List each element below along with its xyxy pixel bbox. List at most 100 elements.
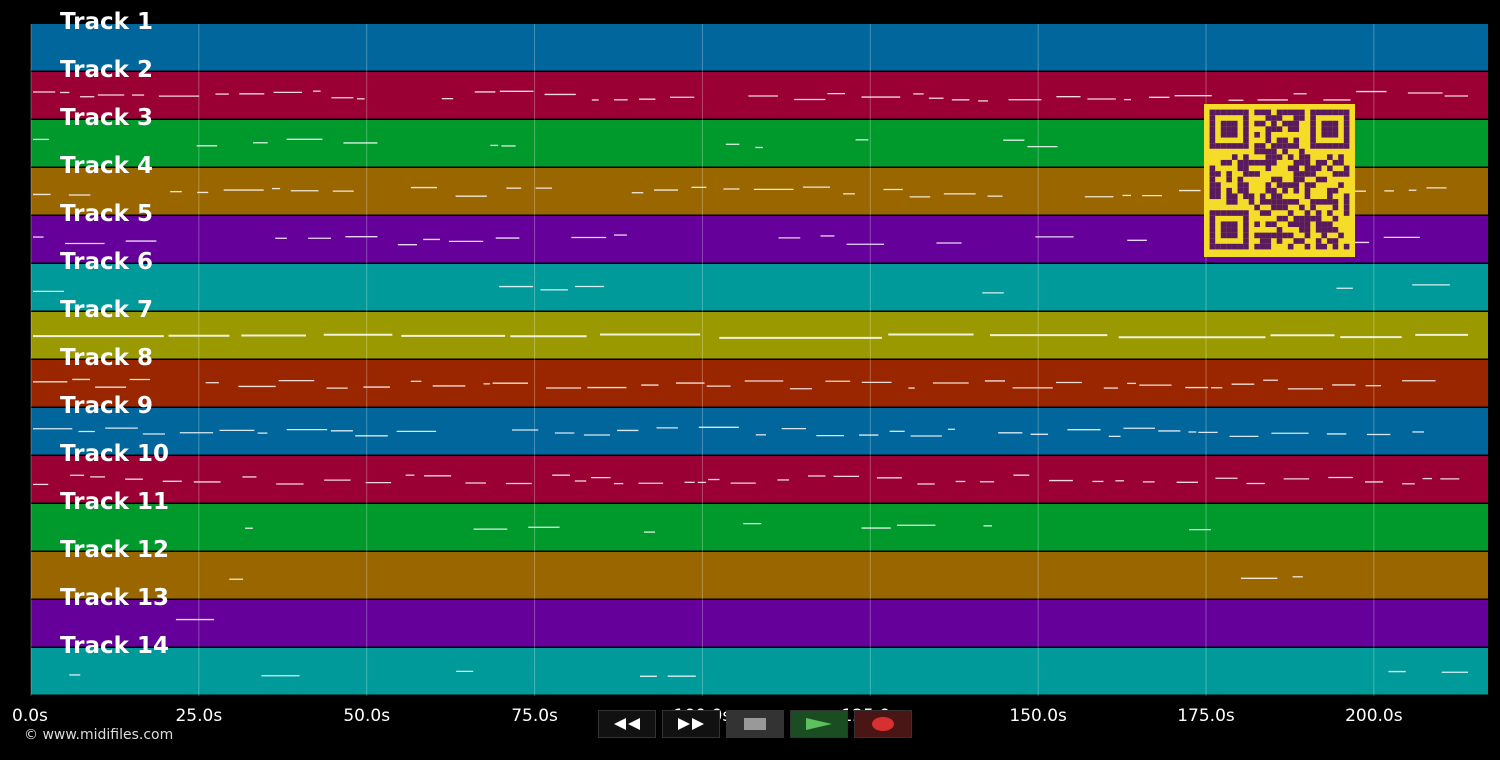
qr-module [1327, 187, 1333, 194]
qr-module [1271, 120, 1277, 127]
qr-module [1271, 232, 1277, 239]
qr-module [1215, 243, 1221, 250]
qr-module [1338, 154, 1344, 160]
qr-module [1226, 159, 1232, 166]
qr-module [1231, 120, 1238, 127]
qr-module [1265, 199, 1272, 205]
qr-module [1259, 238, 1266, 244]
track-label: Track 10 [60, 441, 169, 467]
qr-module [1282, 148, 1288, 155]
qr-module [1237, 243, 1244, 250]
stop-button[interactable] [726, 710, 784, 738]
qr-module [1327, 193, 1333, 200]
track-band [31, 24, 1488, 71]
qr-module [1215, 210, 1221, 216]
time-tick-label: 200.0s [1345, 706, 1403, 726]
qr-module [1315, 159, 1322, 166]
qr-module [1321, 243, 1328, 250]
track-label: Track 8 [60, 345, 153, 371]
qr-module [1226, 120, 1232, 127]
qr-module [1231, 143, 1238, 149]
track-label: Track 12 [60, 537, 169, 563]
qr-module [1327, 227, 1333, 233]
qr-module [1237, 143, 1244, 149]
qr-module [1226, 176, 1232, 183]
qr-module [1271, 176, 1277, 183]
qr-module [1299, 154, 1305, 160]
qr-module [1265, 221, 1272, 228]
qr-module [1315, 176, 1322, 183]
qr-module [1304, 171, 1311, 177]
qr-module [1282, 143, 1288, 149]
qr-module [1282, 182, 1288, 188]
qr-module [1332, 238, 1339, 244]
qr-module [1338, 143, 1344, 149]
qr-module [1310, 165, 1316, 172]
qr-module [1276, 238, 1283, 244]
qr-module [1254, 159, 1260, 166]
qr-module [1231, 131, 1238, 138]
qr-module [1271, 148, 1277, 155]
qr-module [1226, 243, 1232, 250]
qr-module [1282, 137, 1288, 144]
qr-module [1310, 126, 1316, 132]
qr-module [1271, 193, 1277, 200]
qr-module [1332, 215, 1339, 222]
qr-module [1209, 165, 1216, 172]
qr-module [1287, 221, 1294, 228]
qr-module [1271, 159, 1277, 166]
track-label: Track 5 [60, 201, 153, 227]
qr-module [1259, 199, 1266, 205]
qr-module [1231, 227, 1238, 233]
qr-module [1237, 165, 1244, 172]
note-layer [33, 90, 1468, 677]
qr-module [1265, 154, 1272, 160]
qr-module [1343, 243, 1350, 250]
qr-module [1215, 109, 1221, 116]
qr-module [1209, 137, 1216, 144]
qr-module [1276, 115, 1283, 121]
qr-module [1276, 215, 1283, 222]
qr-module [1304, 182, 1311, 188]
time-tick-label: 175.0s [1177, 706, 1235, 726]
qr-module [1293, 115, 1300, 121]
play-button[interactable] [790, 710, 848, 738]
qr-module [1304, 227, 1311, 233]
qr-module [1237, 176, 1244, 183]
qr-module [1327, 154, 1333, 160]
fast-forward-icon [678, 718, 704, 730]
rewind-button[interactable] [598, 710, 656, 738]
qr-module [1209, 143, 1216, 149]
qr-module [1299, 109, 1305, 116]
qr-module [1220, 126, 1227, 132]
qr-module [1287, 182, 1294, 188]
qr-module [1299, 238, 1305, 244]
qr-module [1215, 143, 1221, 149]
qr-module [1293, 109, 1300, 116]
qr-module [1220, 143, 1227, 149]
qr-module [1226, 143, 1232, 149]
qr-module [1343, 143, 1350, 149]
qr-module [1243, 165, 1249, 172]
qr-module [1209, 243, 1216, 250]
qr-module [1226, 232, 1232, 239]
record-button[interactable] [854, 710, 912, 738]
qr-module [1271, 187, 1277, 194]
qr-module [1265, 115, 1272, 121]
qr-module [1243, 154, 1249, 160]
qr-module [1243, 210, 1249, 216]
qr-module [1293, 159, 1300, 166]
qr-module [1282, 109, 1288, 116]
qr-module [1293, 165, 1300, 172]
qr-module [1293, 182, 1300, 188]
fast-forward-button[interactable] [662, 710, 720, 738]
qr-module [1254, 131, 1260, 138]
qr-module [1321, 227, 1328, 233]
qr-module [1243, 131, 1249, 138]
qr-module [1215, 193, 1221, 200]
qr-module [1237, 109, 1244, 116]
qr-module [1226, 199, 1232, 205]
qr-module [1343, 165, 1350, 172]
qr-module [1327, 109, 1333, 116]
qr-module [1237, 159, 1244, 166]
